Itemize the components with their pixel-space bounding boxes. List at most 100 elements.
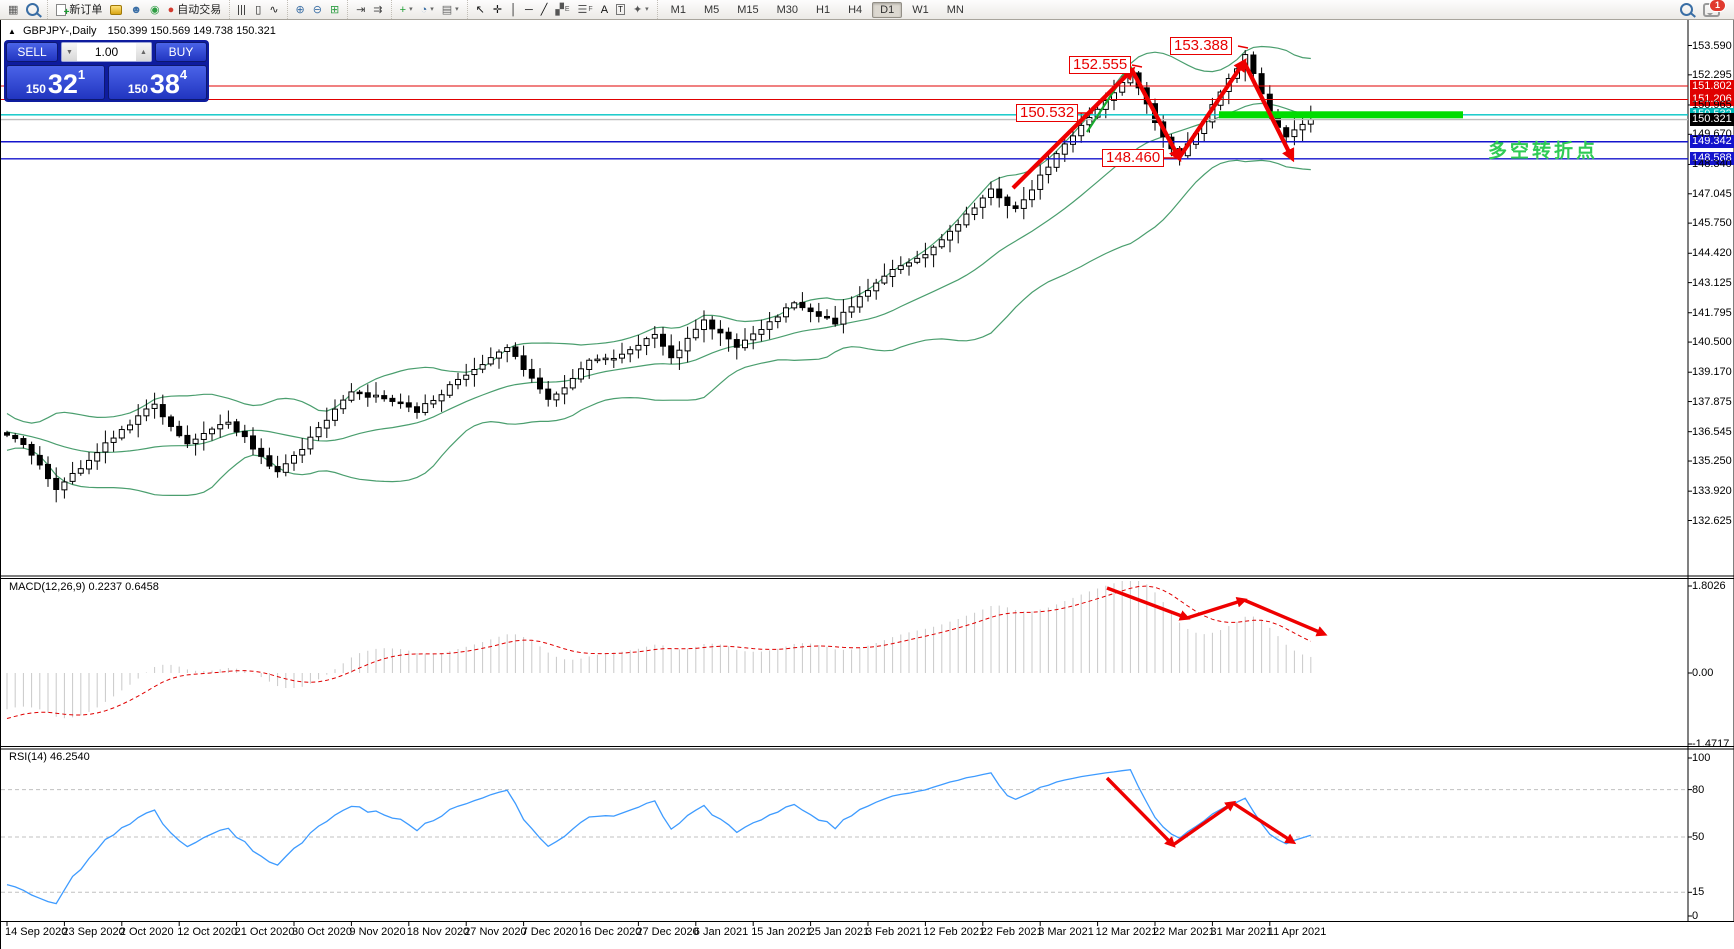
candle-body[interactable] (504, 347, 511, 352)
bollinger-lower-band[interactable] (6, 159, 1311, 496)
candle-body[interactable] (53, 477, 60, 490)
candle-body[interactable] (1111, 92, 1117, 101)
candle-body[interactable] (815, 311, 822, 317)
bollinger-upper-band[interactable] (6, 45, 1311, 424)
chart-window-button[interactable]: ▦ (4, 3, 22, 17)
candle-body[interactable] (282, 463, 289, 473)
candle-body[interactable] (569, 377, 576, 389)
candle-body[interactable] (717, 328, 724, 334)
candle-body[interactable] (848, 306, 855, 313)
macd-signal-line[interactable] (6, 585, 1312, 719)
sell-button[interactable]: SELL (6, 42, 58, 62)
candle-body[interactable] (389, 397, 396, 402)
candle-body[interactable] (1029, 189, 1035, 201)
candle-body[interactable] (233, 421, 240, 433)
candle-body[interactable] (200, 432, 207, 440)
candle-body[interactable] (1299, 123, 1306, 131)
candle-body[interactable] (914, 257, 921, 263)
candle-body[interactable] (479, 364, 486, 370)
candle-body[interactable] (947, 230, 953, 241)
templates-button[interactable]: ▤ ▾ (438, 2, 463, 18)
candle-body[interactable] (463, 374, 470, 380)
buy-price-button[interactable]: 150 38 4 (108, 65, 207, 100)
candle-body[interactable] (250, 435, 256, 450)
market-watch-button[interactable] (22, 2, 43, 17)
arrows-button[interactable]: ✦ ▾ (629, 2, 653, 18)
candle-body[interactable] (766, 321, 773, 330)
candle-body[interactable] (1086, 117, 1093, 126)
trend-arrow[interactable] (1242, 61, 1295, 163)
buy-button[interactable]: BUY (155, 42, 207, 62)
candle-body[interactable] (69, 472, 76, 482)
candle-body[interactable] (373, 394, 379, 398)
candle-body[interactable] (758, 329, 765, 335)
candle-body[interactable] (307, 436, 314, 450)
macd-trend-arrow[interactable] (1186, 596, 1248, 620)
candle-body[interactable] (323, 419, 330, 429)
candle-body[interactable] (184, 434, 191, 445)
candle-body[interactable] (865, 290, 871, 297)
candle-body[interactable] (1070, 135, 1076, 145)
candle-body[interactable] (684, 337, 691, 352)
chart-area[interactable]: ▲ GBPJPY-,Daily 150.399 150.569 149.738 … (0, 18, 1734, 949)
candle-body[interactable] (159, 404, 166, 418)
candle-body[interactable] (676, 349, 683, 359)
candle-body[interactable] (783, 307, 789, 318)
candle-body[interactable] (151, 403, 158, 409)
candle-body[interactable] (668, 345, 675, 359)
candle-body[interactable] (635, 344, 642, 351)
macd-trend-arrow[interactable] (1243, 598, 1328, 637)
trend-arrow[interactable] (1011, 66, 1136, 190)
candle-body[interactable] (1078, 124, 1085, 137)
support-bar[interactable] (1219, 111, 1463, 119)
line-chart-button[interactable]: ∿ (265, 3, 282, 17)
candle-body[interactable] (422, 403, 429, 413)
candle-body[interactable] (291, 454, 297, 464)
candle-body[interactable] (356, 391, 363, 395)
volume-increase-button[interactable]: ▲ (136, 43, 151, 61)
candle-body[interactable] (561, 387, 568, 395)
candle-body[interactable] (881, 275, 888, 284)
candle-body[interactable] (438, 394, 445, 402)
candle-body[interactable] (627, 349, 634, 355)
candle-body[interactable] (217, 424, 224, 430)
candle-body[interactable] (102, 442, 109, 453)
candle-body[interactable] (118, 429, 125, 439)
candle-body[interactable] (733, 339, 740, 348)
candle-body[interactable] (127, 424, 133, 431)
candle-body[interactable] (1053, 153, 1060, 168)
candle-body[interactable] (906, 262, 912, 267)
candle-body[interactable] (840, 311, 847, 325)
new-order-button[interactable]: 新订单 (52, 2, 106, 20)
timeframe-mn-button[interactable]: MN (946, 3, 964, 16)
auto-scroll-button[interactable]: ⇉ (369, 3, 386, 17)
rsi-trend-arrow[interactable] (1232, 801, 1297, 845)
candle-body[interactable] (94, 452, 101, 462)
timeframe-h1-button[interactable]: H1 (816, 3, 831, 16)
candle-body[interactable] (1037, 174, 1044, 190)
candle-body[interactable] (1004, 196, 1011, 206)
candle-body[interactable] (209, 428, 215, 435)
timeframe-h4-button[interactable]: H4 (848, 3, 863, 16)
equidistant-channel-button[interactable]: ▞ E (551, 2, 573, 18)
candle-body[interactable] (20, 438, 27, 445)
candle-body[interactable] (241, 430, 248, 438)
candle-body[interactable] (225, 421, 232, 425)
candle-body[interactable] (315, 427, 322, 438)
candle-body[interactable] (938, 239, 945, 248)
candle-body[interactable] (471, 368, 478, 376)
candle-body[interactable] (701, 319, 707, 331)
trendline-button[interactable]: ╱ (537, 3, 552, 17)
text-label-button[interactable]: T (612, 3, 629, 16)
autotrading-button[interactable]: ● 自动交易 (164, 2, 226, 18)
candle-body[interactable] (274, 466, 281, 473)
periods-button[interactable]: ◔ ▾ (417, 2, 438, 18)
sell-price-button[interactable]: 150 32 1 (6, 65, 105, 100)
candle-body[interactable] (955, 224, 962, 232)
volume-decrease-button[interactable]: ▼ (62, 43, 77, 61)
candle-body[interactable] (963, 213, 970, 226)
search-icon[interactable] (1680, 3, 1693, 16)
candlestick-chart-button[interactable]: ▯ (251, 3, 265, 17)
candle-body[interactable] (545, 388, 552, 400)
candle-body[interactable] (414, 406, 420, 413)
